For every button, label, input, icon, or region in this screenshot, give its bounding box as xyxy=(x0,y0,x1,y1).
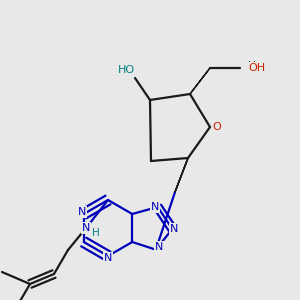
Polygon shape xyxy=(175,158,188,192)
Text: N: N xyxy=(151,202,159,212)
Text: H: H xyxy=(248,61,256,71)
Polygon shape xyxy=(175,158,188,192)
Text: OH: OH xyxy=(248,63,265,73)
Text: N: N xyxy=(82,223,90,233)
Text: O: O xyxy=(213,122,221,132)
Polygon shape xyxy=(190,68,210,94)
Text: N: N xyxy=(104,253,112,263)
Text: HO: HO xyxy=(117,65,135,75)
Text: N: N xyxy=(155,242,163,252)
Text: H: H xyxy=(92,228,100,238)
Text: N: N xyxy=(78,207,86,217)
Text: N: N xyxy=(170,224,178,234)
